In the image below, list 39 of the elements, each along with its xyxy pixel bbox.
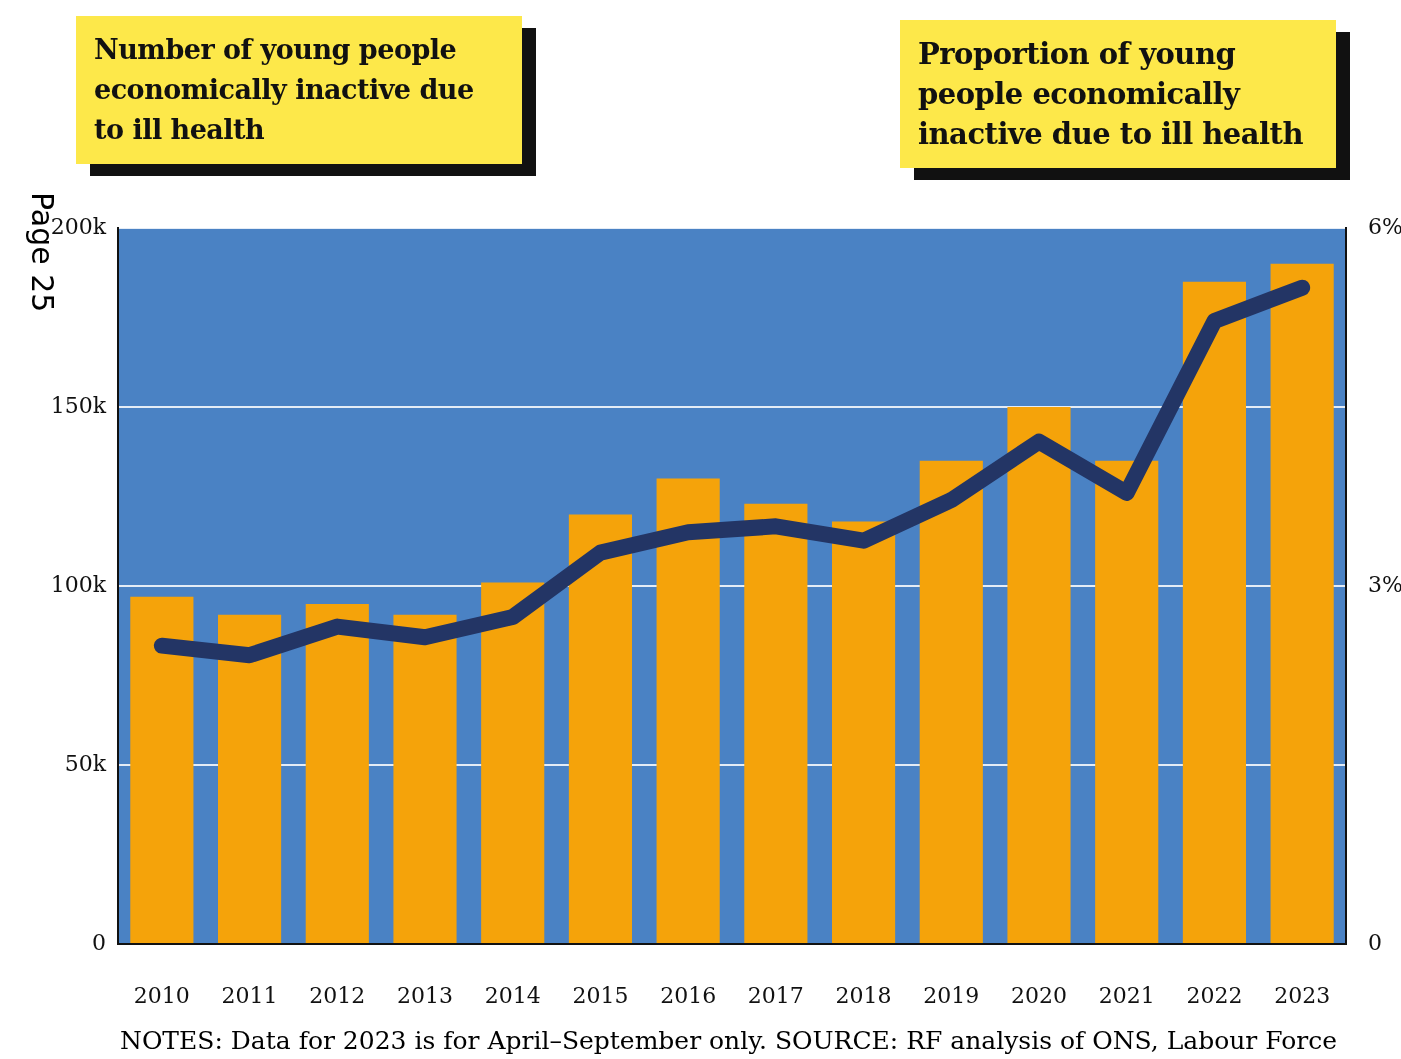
x-tick-label: 2019 (923, 982, 980, 1008)
bar (831, 521, 896, 943)
x-tick-label: 2022 (1186, 982, 1243, 1008)
x-tick-label: 2021 (1098, 982, 1155, 1008)
bar (481, 582, 545, 943)
bar (217, 614, 282, 943)
y-tick-label: 0 (92, 929, 106, 955)
bar (1007, 407, 1071, 943)
bar (1095, 460, 1159, 943)
bar (656, 478, 720, 943)
bar (919, 460, 983, 943)
y2-tick-label: 3% (1368, 571, 1401, 597)
x-tick-label: 2010 (133, 982, 190, 1008)
bar (305, 603, 369, 943)
y2-tick-label: 0 (1368, 929, 1382, 955)
bar (744, 503, 808, 943)
x-tick-label: 2011 (221, 982, 278, 1008)
x-tick-label: 2020 (1011, 982, 1067, 1008)
x-tick-label: 2015 (572, 982, 629, 1008)
bar (1182, 281, 1247, 943)
x-tick-label: 2012 (309, 982, 366, 1008)
x-tick-label: 2013 (397, 982, 453, 1008)
text: NOTES: Data for 2023 is for April–September only. SOURCE: RF analysis of ONS, Labour Force (120, 1026, 1337, 1055)
y2-tick-label: 6% (1368, 213, 1401, 239)
y-tick-label: 200k (50, 213, 107, 239)
x-tick-label: 2017 (747, 982, 804, 1008)
bar (393, 614, 457, 943)
bar (130, 596, 194, 943)
y-tick-label: 150k (50, 392, 107, 418)
bar (1270, 263, 1334, 943)
x-tick-label: 2016 (660, 982, 717, 1008)
y-tick-label: 50k (64, 750, 107, 776)
y-tick-label: 100k (50, 571, 107, 597)
x-tick-label: 2018 (835, 982, 892, 1008)
x-tick-label: 2014 (484, 982, 541, 1008)
bar (568, 514, 633, 943)
x-tick-label: 2023 (1274, 982, 1331, 1008)
y-axis-title: Number of young people economically inactive due to ill health (76, 16, 522, 164)
y2-axis-title: Proportion of young people economically inactive due to ill health (900, 20, 1336, 168)
